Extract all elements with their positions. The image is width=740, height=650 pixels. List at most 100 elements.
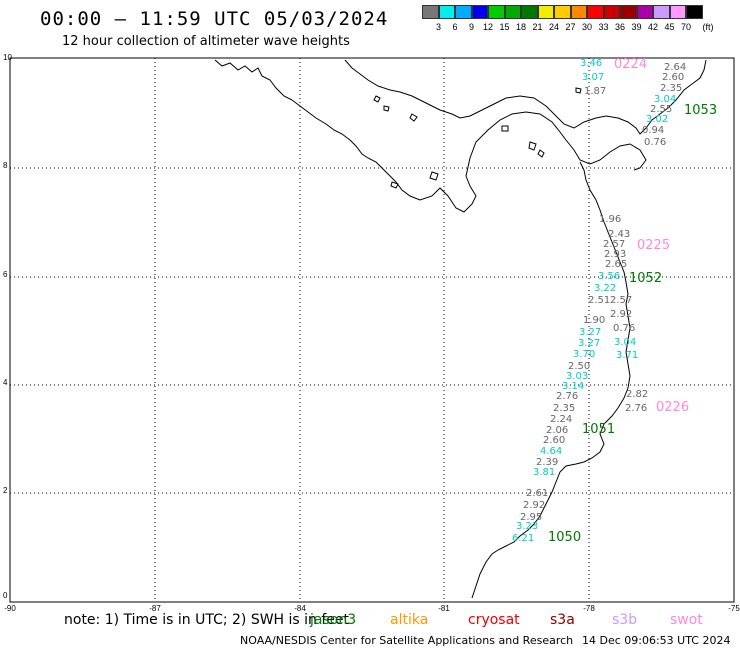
colorbar-tick-label: 21 (532, 22, 543, 32)
wave-height-value: 2.35 (660, 83, 682, 94)
satellite-legend-altika: altika (390, 612, 429, 628)
lat-tick-label: 2 (3, 486, 8, 495)
wave-height-value: 6.21 (512, 533, 534, 544)
wave-height-value: 2.51 (588, 295, 610, 306)
wave-height-value: 3.70 (573, 349, 595, 360)
colorbar-swatch (471, 5, 488, 19)
colorbar-swatch (653, 5, 670, 19)
lon-tick-label: -81 (438, 604, 450, 613)
wave-height-value: 2.92 (523, 500, 545, 511)
satellite-legend-cryosat: cryosat (468, 612, 520, 628)
coastline-colombia-ecuador (471, 161, 631, 599)
colorbar-tick-label: 9 (468, 22, 475, 32)
lon-tick-label: -75 (728, 604, 740, 613)
wave-height-value: 3.03 (566, 371, 588, 382)
lon-tick-label: -87 (149, 604, 161, 613)
wave-height-value: 4.64 (540, 446, 562, 457)
wave-height-value: 3.27 (579, 327, 601, 338)
wave-height-value: 2.60 (543, 435, 565, 446)
wave-height-value: 2.35 (553, 403, 575, 414)
wave-height-value: 2.82 (626, 389, 648, 400)
colorbar-swatch (587, 5, 604, 19)
colorbar-swatch (422, 5, 439, 19)
colorbar-swatch (488, 5, 505, 19)
colorbar-tick-label: 70 (680, 22, 692, 32)
lat-lon-grid (10, 58, 734, 602)
wave-height-value: 2.95 (520, 512, 542, 523)
colorbar-swatch (669, 5, 686, 19)
colorbar-unit: (ft) (702, 22, 714, 32)
wave-height-value: 3.56 (598, 271, 620, 282)
pass-id-label: 0226 (656, 400, 689, 415)
pass-id-label: 1052 (629, 271, 662, 286)
colorbar-tick-label: 18 (515, 22, 527, 32)
map-title: 00:00 – 11:59 UTC 05/03/2024 (40, 8, 389, 30)
wave-height-value: 3.81 (533, 467, 555, 478)
wave-height-value: 2.92 (610, 309, 632, 320)
colorbar-tick-label: 36 (614, 22, 626, 32)
wave-height-value: 3.27 (578, 338, 600, 349)
lon-tick-label: -90 (4, 604, 16, 613)
colorbar-tick-label: 3 (435, 22, 442, 32)
wave-height-value: 0.76 (613, 323, 635, 334)
wave-height-value: 2.24 (550, 414, 572, 425)
wave-height-value: 3.02 (646, 114, 668, 125)
colorbar-tick-label: 15 (499, 22, 510, 32)
wave-height-value: 3.14 (562, 381, 584, 392)
colorbar-swatch (603, 5, 620, 19)
wave-height-value: 2.93 (604, 249, 626, 260)
pass-id-label: 1050 (548, 530, 581, 545)
wave-height-value: 2.76 (625, 403, 647, 414)
wave-height-colorbar (422, 5, 703, 19)
wave-height-value: 2.43 (608, 229, 630, 240)
lat-tick-label: 4 (3, 378, 8, 387)
wave-height-value: 1.96 (599, 214, 621, 225)
lat-tick-label: 8 (3, 161, 8, 170)
wave-height-value: 1.90 (583, 315, 605, 326)
map-frame (9, 57, 735, 603)
wave-height-value: 2.39 (536, 457, 558, 468)
satellite-legend-s3b: s3b (612, 612, 638, 628)
lat-tick-label: 10 (3, 53, 12, 62)
footer-note: note: 1) Time is in UTC; 2) SWH is in fe… (64, 612, 350, 628)
colorbar-swatch (686, 5, 703, 19)
footer-credit: NOAA/NESDIS Center for Satellite Applica… (240, 634, 574, 647)
colorbar-swatch (455, 5, 472, 19)
lat-tick-label: 0 (3, 591, 8, 600)
colorbar-swatch (620, 5, 637, 19)
wave-height-value: 2.64 (664, 62, 686, 73)
wave-height-value: 2.57 (603, 239, 625, 250)
wave-height-value: 0.76 (644, 137, 666, 148)
colorbar-swatch (537, 5, 554, 19)
pass-id-label: 1053 (684, 103, 717, 118)
pass-id-label: 0225 (637, 238, 670, 253)
wave-height-value: 2.55 (650, 104, 672, 115)
wave-height-value: 3.07 (582, 72, 604, 83)
wave-height-value: 2.57 (610, 295, 632, 306)
wave-height-value: 3.04 (614, 337, 636, 348)
coastline-central-america (214, 59, 647, 213)
colorbar-tick-label: 45 (664, 22, 675, 32)
wave-height-value: 3.04 (654, 94, 676, 105)
colorbar-tick-label: 42 (647, 22, 659, 32)
colorbar-tick-label: 27 (565, 22, 576, 32)
colorbar-tick-label: 39 (631, 22, 642, 32)
wave-height-value: 2.60 (662, 72, 684, 83)
colorbar-swatch (438, 5, 455, 19)
satellite-legend-swot: swot (670, 612, 703, 628)
wave-height-value: 3.23 (516, 521, 538, 532)
footer-timestamp: 14 Dec 09:06:53 UTC 2024 (582, 634, 731, 647)
colorbar-tick-label: 33 (598, 22, 609, 32)
lon-tick-label: -78 (583, 604, 595, 613)
colorbar-swatch (504, 5, 521, 19)
wave-height-value: 2.65 (605, 259, 627, 270)
lon-tick-label: -84 (294, 604, 306, 613)
colorbar-tick-label: 30 (581, 22, 593, 32)
wave-height-value: 3.22 (594, 283, 616, 294)
coastline-caribbean (344, 59, 707, 135)
wave-height-value: 2.06 (546, 425, 568, 436)
wave-height-value: 2.50 (568, 361, 590, 372)
colorbar-swatch (521, 5, 538, 19)
satellite-legend-jason3: jason3 (310, 612, 357, 628)
